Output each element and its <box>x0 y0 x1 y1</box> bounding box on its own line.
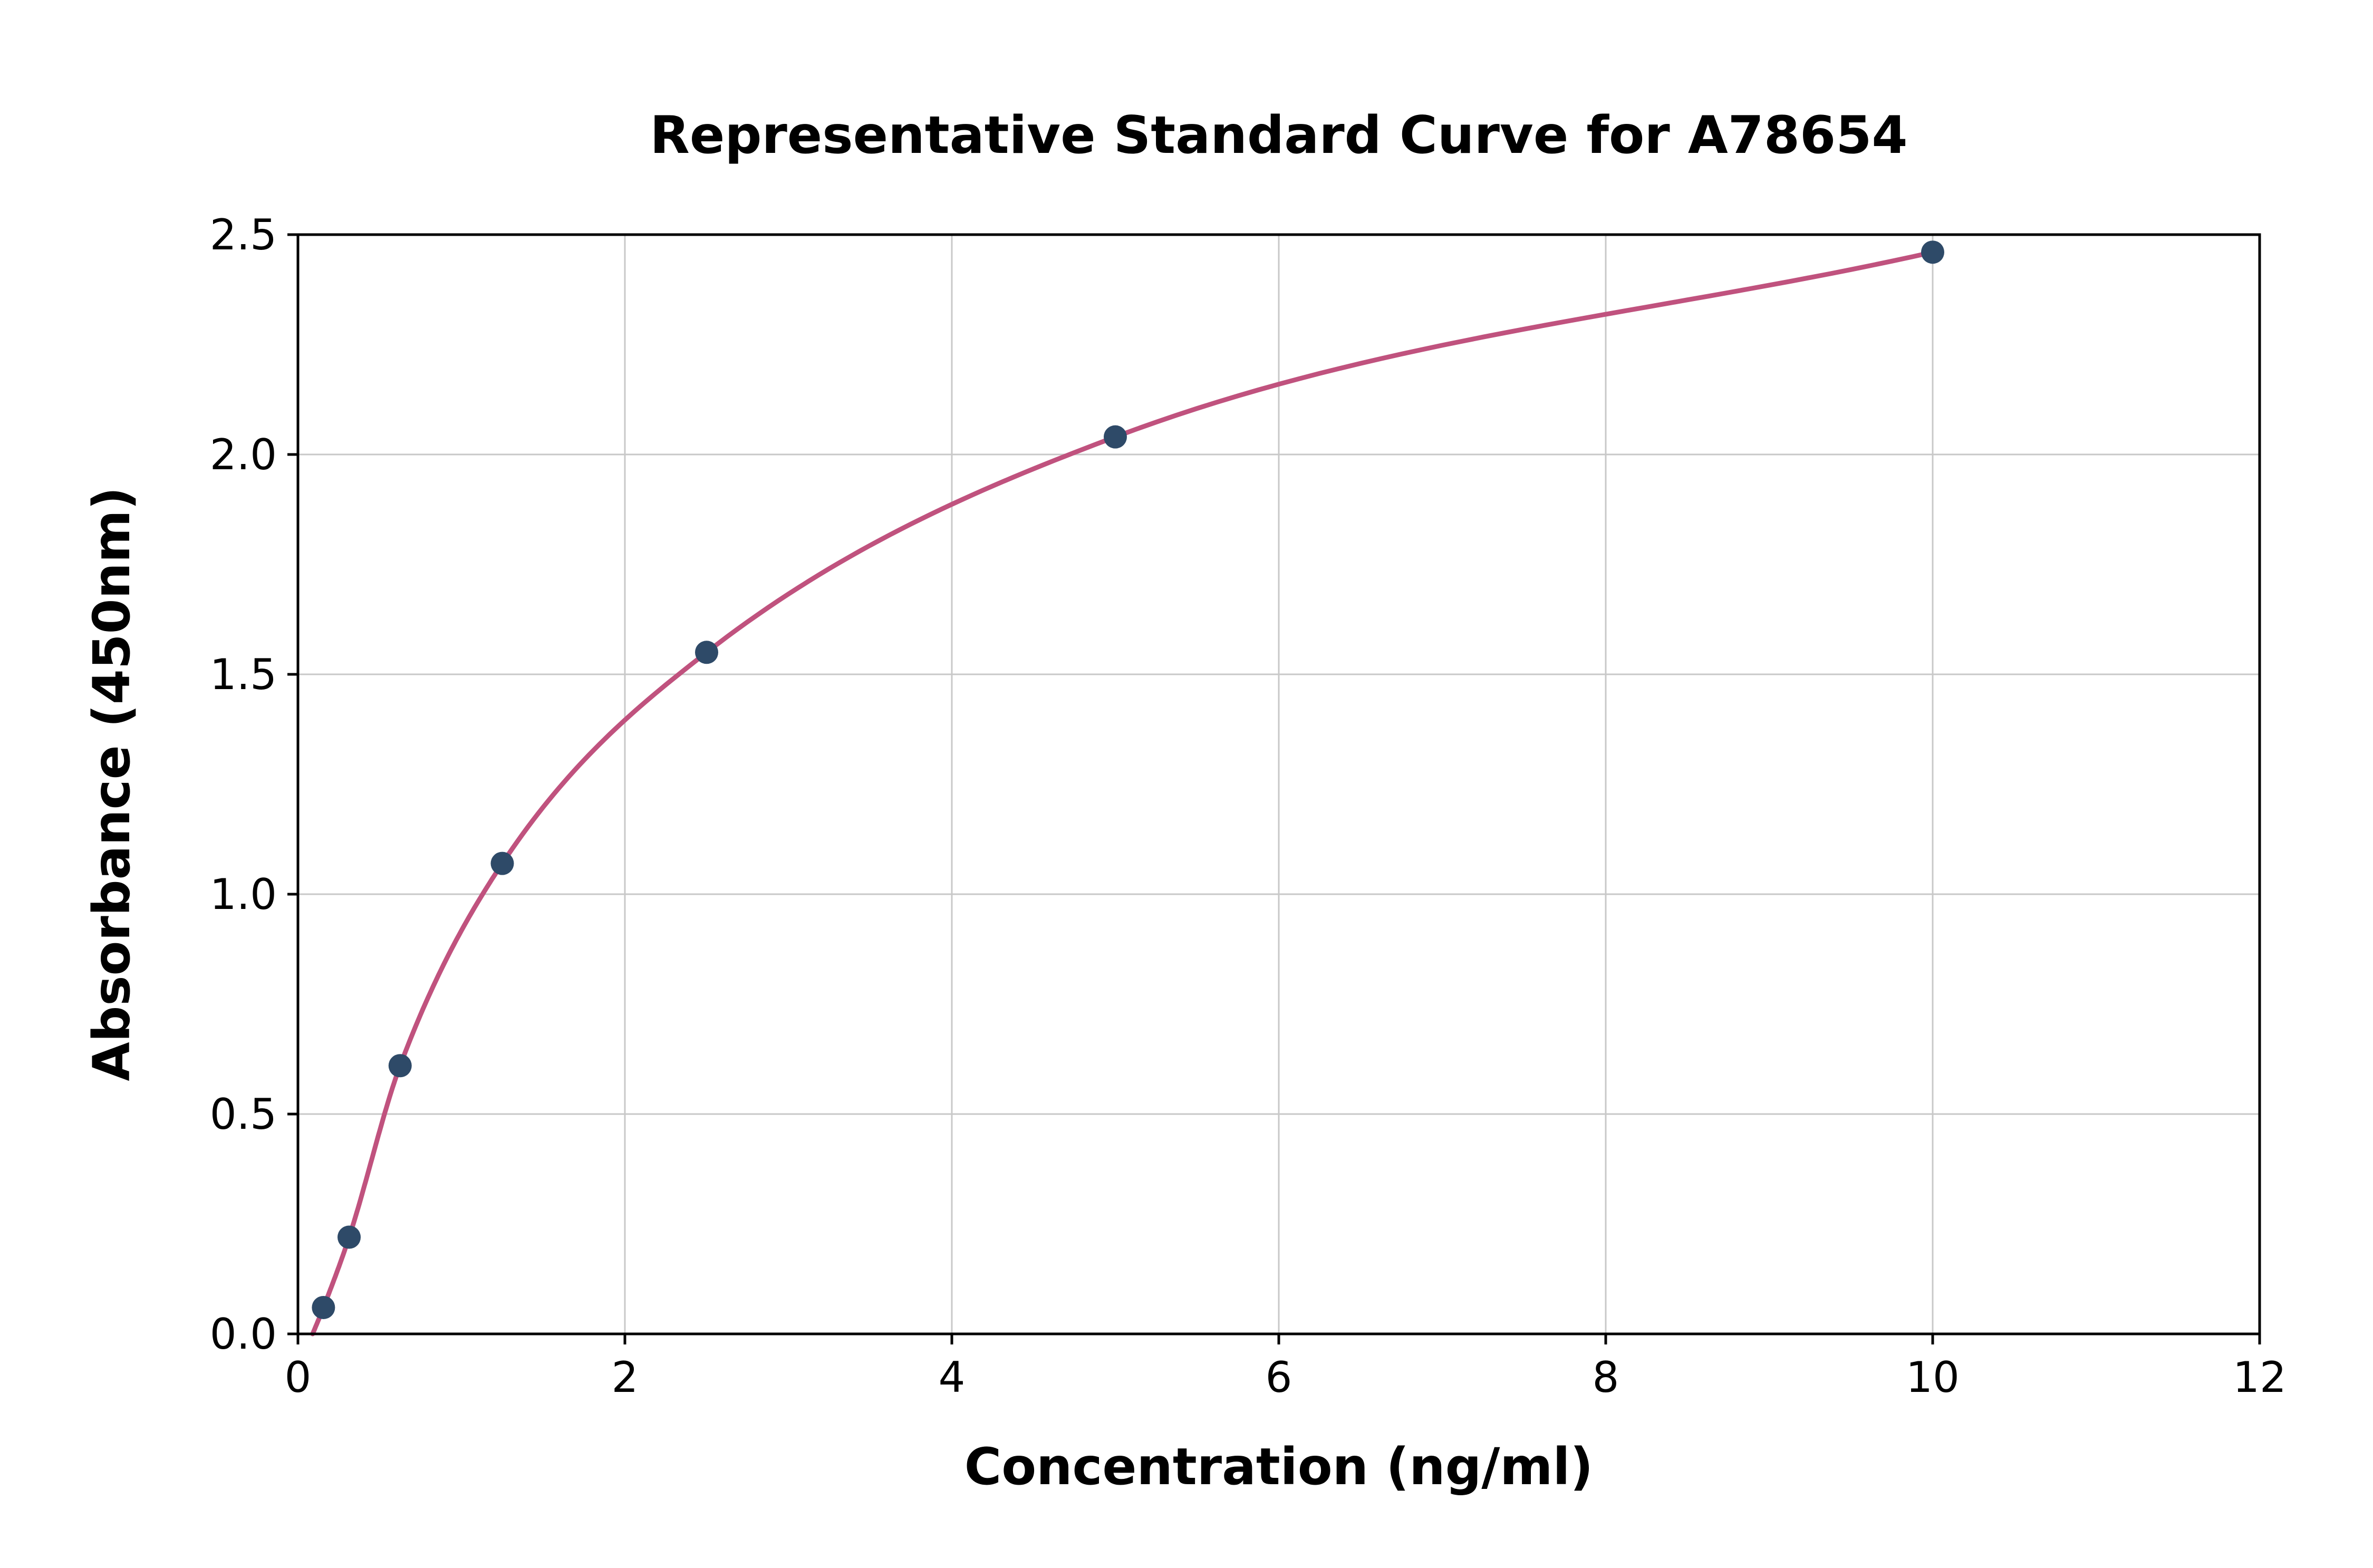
y-tick-label: 2.0 <box>210 430 277 479</box>
x-tick-label: 2 <box>612 1353 639 1402</box>
x-tick-label: 6 <box>1266 1353 1292 1402</box>
y-tick-label: 0.5 <box>210 1090 277 1139</box>
fit-curve <box>310 249 1935 1337</box>
y-tick-label: 2.5 <box>210 210 277 259</box>
chart-title: Representative Standard Curve for A78654 <box>650 105 1907 166</box>
plot-area: 0 2 4 6 8 10 12 0.0 0.5 1.0 1.5 2.0 2.5 <box>210 210 2287 1402</box>
x-tick-label: 4 <box>939 1353 966 1402</box>
data-point <box>490 851 514 875</box>
x-tick-label: 10 <box>1906 1353 1960 1402</box>
y-tick-label: 1.0 <box>210 870 277 919</box>
data-point <box>388 1054 412 1078</box>
y-tick-label: 0.0 <box>210 1310 277 1359</box>
y-tick-label: 1.5 <box>210 650 277 699</box>
data-point <box>1104 425 1127 449</box>
x-tick-label: 0 <box>285 1353 312 1402</box>
data-point <box>312 1295 335 1319</box>
data-point <box>695 641 718 664</box>
x-tick-label: 8 <box>1593 1353 1619 1402</box>
data-point <box>337 1225 361 1249</box>
y-axis-label: Absorbance (450nm) <box>82 487 141 1081</box>
x-axis-label: Concentration (ng/ml) <box>964 1437 1593 1496</box>
data-point <box>1921 240 1944 264</box>
x-tick-label: 12 <box>2233 1353 2287 1402</box>
